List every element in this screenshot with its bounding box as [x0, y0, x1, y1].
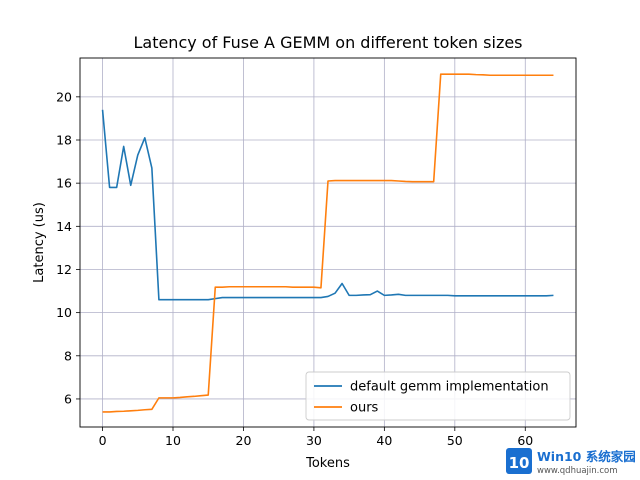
- series-line-default-gemm: [101, 109, 554, 301]
- y-tick-label: 18: [56, 133, 72, 148]
- watermark-badge: [506, 448, 532, 474]
- x-tick-label: 50: [447, 433, 463, 448]
- y-axis-label: Latency (us): [32, 202, 47, 283]
- chart-title: Latency of Fuse A GEMM on different toke…: [133, 33, 522, 52]
- y-tick-label: 6: [64, 391, 72, 406]
- x-tick-label: 30: [306, 433, 322, 448]
- y-tick-label: 20: [56, 89, 72, 104]
- series-lines: [101, 73, 554, 413]
- legend-box: [305, 371, 571, 421]
- watermark-url: www.qdhuajin.com: [537, 466, 618, 476]
- y-tick-label: 10: [56, 305, 72, 320]
- x-tick-label: 10: [165, 433, 181, 448]
- x-tick-label: 60: [517, 433, 533, 448]
- legend-label: default gemm implementation: [350, 380, 549, 395]
- x-tick-label: 0: [99, 433, 107, 448]
- axis-ticks: 0 10 20 30 40 50 60 6 8 10 12 14 16 18 20: [56, 89, 533, 448]
- plot-frame: [79, 57, 577, 428]
- x-axis-label: Tokens: [305, 456, 350, 471]
- legend-label: ours: [350, 401, 379, 416]
- watermark-badge-digits: 10: [509, 454, 530, 472]
- series-line-ours: [102, 73, 554, 413]
- y-tick-label: 16: [56, 176, 72, 191]
- y-tick-label: 14: [56, 219, 72, 234]
- x-tick-label: 20: [236, 433, 252, 448]
- watermark-logo: 10 Win10 系统家园 www.qdhuajin.com: [500, 446, 636, 476]
- y-tick-label: 8: [64, 348, 72, 363]
- x-tick-label: 40: [376, 433, 392, 448]
- watermark-brand: Win10 系统家园: [537, 449, 636, 464]
- grid: [80, 58, 576, 427]
- y-tick-label: 12: [56, 262, 72, 277]
- legend: default gemm implementation ours: [305, 371, 571, 421]
